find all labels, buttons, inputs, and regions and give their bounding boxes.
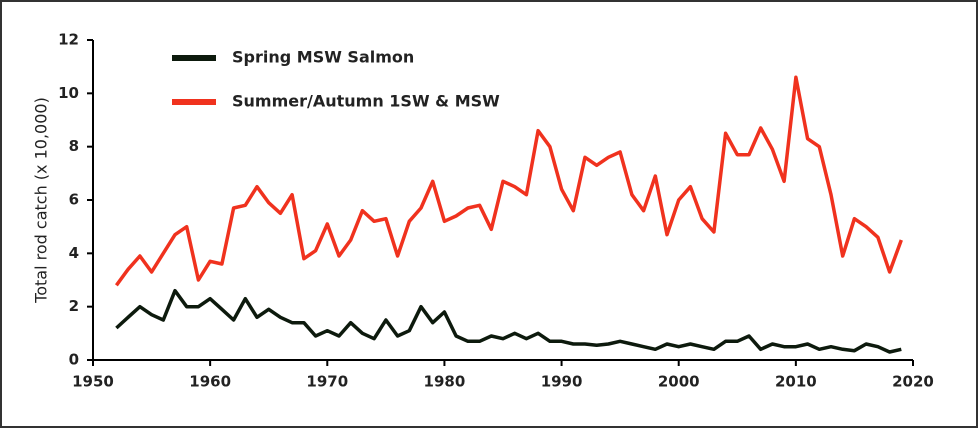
x-tick-label: 2000 bbox=[658, 373, 700, 391]
y-tick-label: 8 bbox=[69, 137, 79, 155]
y-tick-label: 6 bbox=[69, 191, 79, 209]
y-tick-label: 0 bbox=[69, 351, 79, 369]
legend-text: Spring MSW Salmon bbox=[232, 48, 414, 67]
series-line bbox=[114, 75, 903, 287]
x-tick-label: 1960 bbox=[189, 373, 231, 391]
x-tick-label: 1990 bbox=[541, 373, 583, 391]
x-tick-label: 2020 bbox=[892, 373, 934, 391]
legend-text: Summer/Autumn 1SW & MSW bbox=[232, 92, 500, 111]
series-line bbox=[115, 288, 902, 354]
y-tick-label: 4 bbox=[69, 244, 79, 262]
y-tick-label: 2 bbox=[69, 297, 79, 315]
y-tick-label: 10 bbox=[58, 84, 79, 102]
x-tick-label: 1970 bbox=[306, 373, 348, 391]
y-axis-title: Total rod catch (x 10,000) bbox=[32, 97, 51, 304]
y-tick-label: 12 bbox=[58, 31, 79, 49]
x-tick-label: 1980 bbox=[424, 373, 466, 391]
x-tick-label: 1950 bbox=[72, 373, 114, 391]
x-tick-label: 2010 bbox=[775, 373, 817, 391]
